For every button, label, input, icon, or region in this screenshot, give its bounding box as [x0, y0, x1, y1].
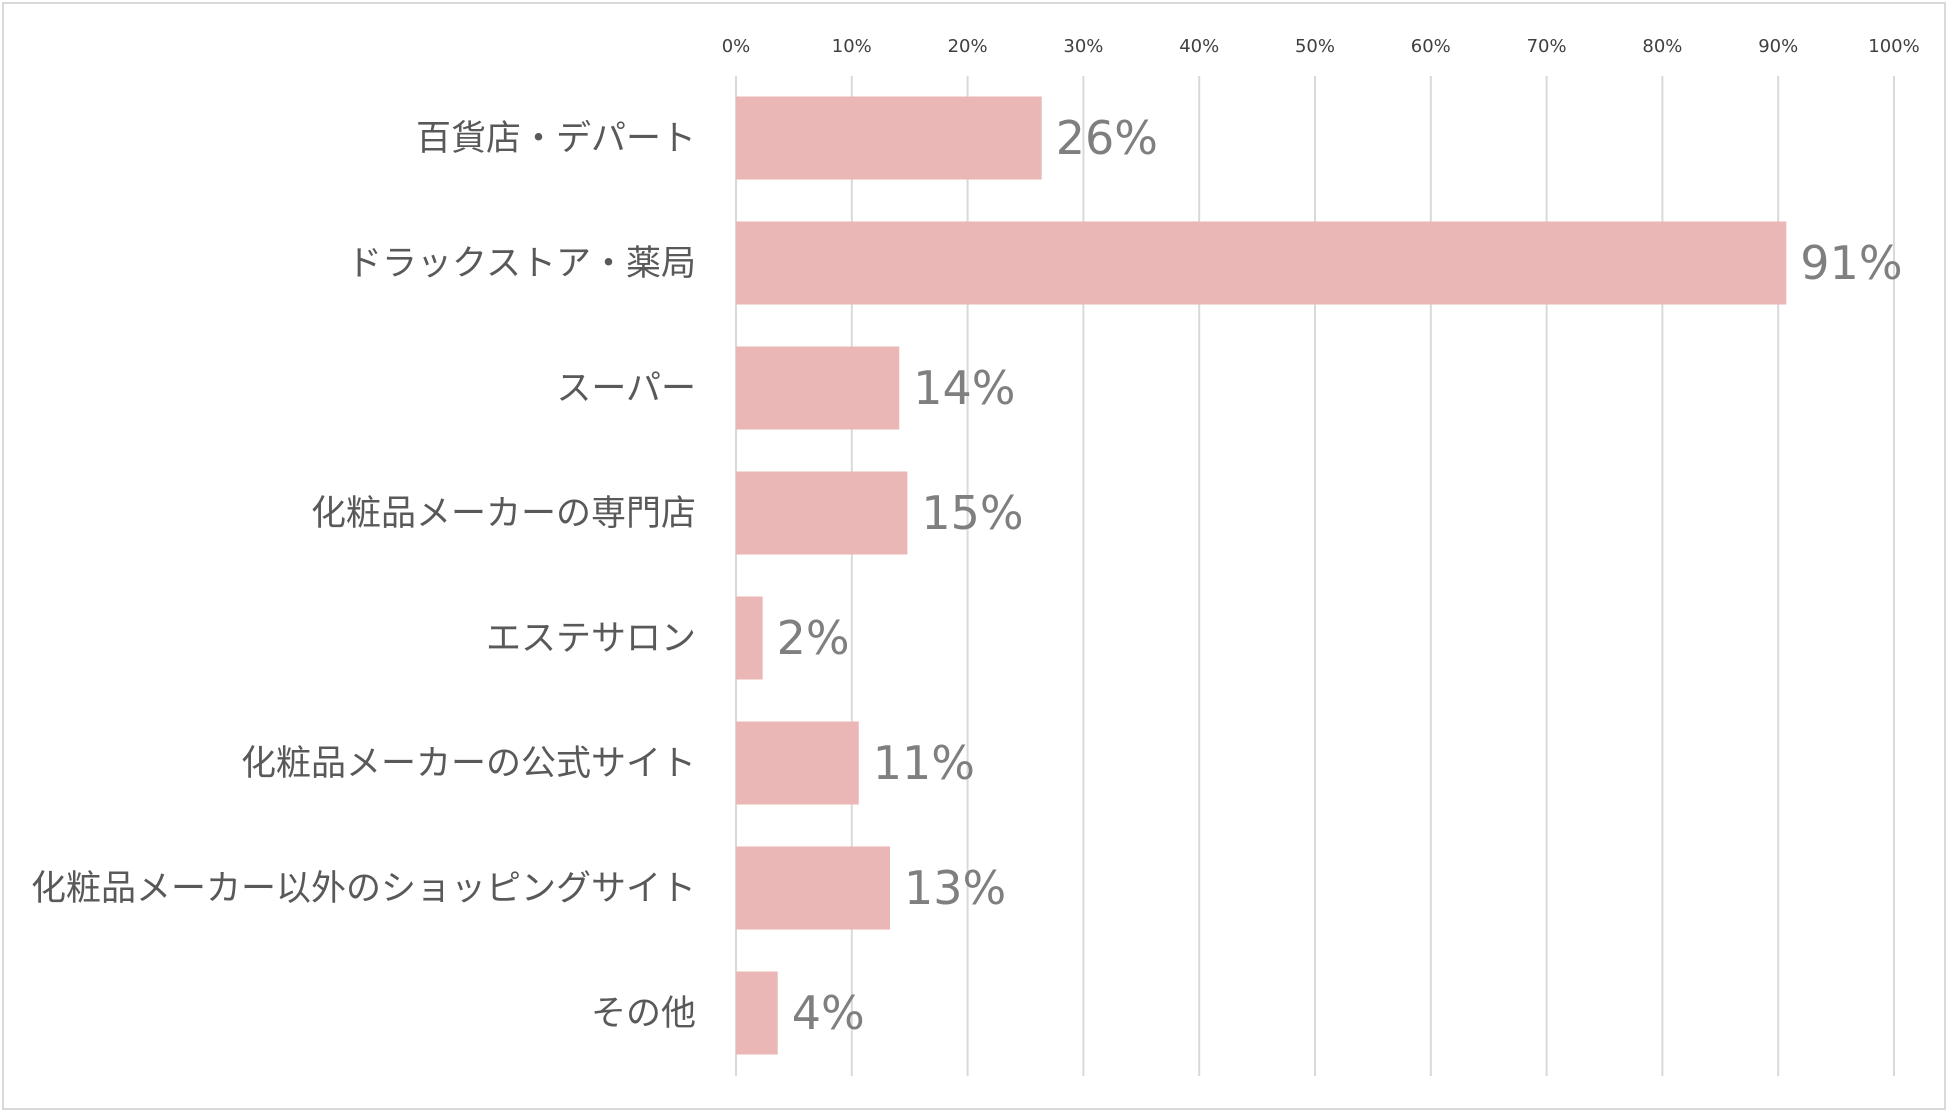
category-label: スーパー: [556, 369, 696, 409]
bar-5: [736, 721, 859, 805]
x-tick-label: 70%: [1527, 36, 1567, 57]
category-label: 化粧品メーカーの専門店: [311, 494, 696, 534]
data-label: 15%: [921, 486, 1023, 540]
category-label: エステサロン: [486, 619, 696, 659]
data-label: 4%: [792, 986, 865, 1040]
data-label: 26%: [1056, 111, 1158, 165]
x-axis-ticks: 0% 10% 20% 30% 40% 50% 60% 70% 80% 90% 100%: [722, 36, 1920, 57]
bar-2: [736, 346, 900, 430]
category-label: ドラックストア・薬局: [347, 244, 696, 284]
category-label: 化粧品メーカー以外のショッピングサイト: [31, 869, 696, 909]
bar-1: [736, 221, 1787, 305]
bar-7: [736, 971, 778, 1055]
x-tick-label: 30%: [1063, 36, 1103, 57]
x-tick-label: 100%: [1868, 36, 1919, 57]
x-tick-label: 60%: [1411, 36, 1451, 57]
data-label: 91%: [1800, 236, 1902, 290]
category-labels: 百貨店・デパートドラックストア・薬局スーパー化粧品メーカーの専門店エステサロン化…: [31, 119, 696, 1034]
bars: [736, 96, 1787, 1055]
category-label: 百貨店・デパート: [416, 119, 696, 159]
x-tick-label: 80%: [1642, 36, 1682, 57]
data-labels: 26% 91% 14% 15% 2% 11% 13% 4%: [777, 111, 1903, 1040]
data-label: 14%: [913, 361, 1015, 415]
bar-6: [736, 846, 891, 930]
category-label: 化粧品メーカーの公式サイト: [241, 744, 696, 784]
x-tick-label: 90%: [1758, 36, 1798, 57]
data-label: 11%: [873, 736, 975, 790]
x-tick-label: 20%: [948, 36, 988, 57]
bar-4: [736, 596, 763, 680]
category-label: その他: [591, 994, 696, 1034]
x-tick-label: 50%: [1295, 36, 1335, 57]
x-tick-label: 10%: [832, 36, 872, 57]
bar-3: [736, 471, 908, 555]
x-tick-label: 40%: [1179, 36, 1219, 57]
data-label: 13%: [904, 861, 1006, 915]
bar-0: [736, 96, 1042, 180]
x-tick-label: 0%: [722, 36, 751, 57]
data-label: 2%: [777, 611, 850, 665]
